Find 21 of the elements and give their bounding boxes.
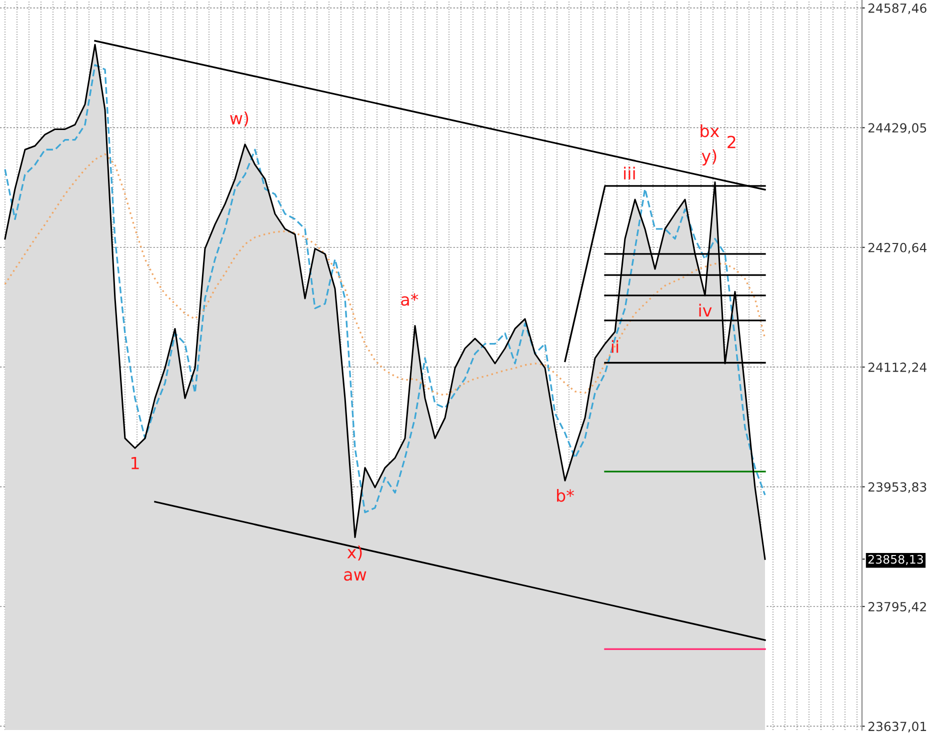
- y-tick-label: 23858,13: [868, 554, 923, 565]
- annotation: b*: [557, 488, 574, 502]
- y-tick-label: 24270,64: [868, 242, 926, 254]
- annotation: ii: [612, 340, 618, 353]
- annotation: 1: [132, 456, 139, 470]
- annotation: a*: [401, 293, 418, 306]
- annotation: 2: [728, 136, 736, 148]
- annotation: iii: [624, 166, 635, 180]
- annotation: aw: [344, 571, 366, 581]
- annotation: x): [347, 546, 362, 560]
- y-tick-label: 24112,24: [868, 362, 926, 374]
- y-tick-label: 23953,83: [868, 482, 926, 493]
- y-tick-label: 24587,46: [868, 3, 926, 14]
- annotation: w): [230, 112, 248, 126]
- annotation: bx: [700, 124, 720, 138]
- y-tick-label: 23795,42: [868, 602, 926, 613]
- annotation: iv: [699, 304, 712, 316]
- annotation: y): [702, 149, 716, 166]
- line-series: [4, 64, 766, 514]
- y-tick-label: 24429,05: [868, 123, 926, 134]
- y-tick-label: 23637,01: [868, 722, 926, 732]
